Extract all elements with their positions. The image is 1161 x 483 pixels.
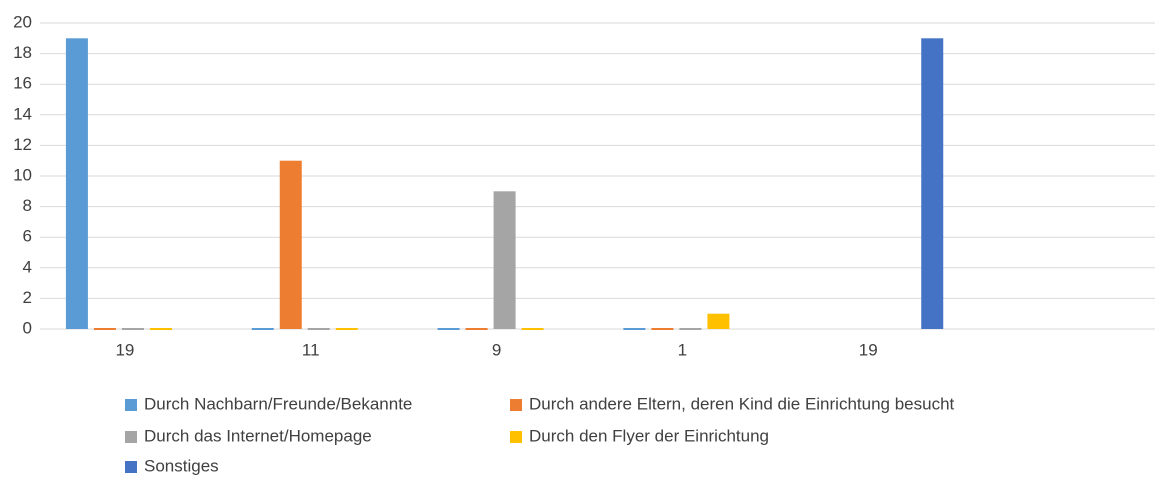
bar (707, 313, 730, 329)
bar (921, 38, 944, 330)
legend-label: Durch Nachbarn/Freunde/Bekannte (144, 394, 412, 413)
bar (493, 191, 516, 329)
y-tick-label: 0 (23, 318, 32, 337)
bar (307, 328, 330, 330)
bar (437, 328, 460, 330)
y-tick-label: 8 (23, 196, 32, 215)
legend-swatch (510, 431, 522, 443)
y-tick-label: 10 (13, 165, 32, 184)
bar (93, 328, 116, 330)
legend-label: Durch das Internet/Homepage (144, 426, 372, 445)
bar (149, 328, 172, 330)
y-tick-label: 12 (13, 135, 32, 154)
y-tick-label: 4 (23, 257, 32, 276)
x-tick-label: 11 (302, 340, 320, 359)
x-tick-label: 9 (492, 340, 501, 359)
legend-swatch (510, 399, 522, 411)
legend-label: Durch andere Eltern, deren Kind die Einr… (529, 394, 955, 413)
bar (679, 328, 702, 330)
y-tick-label: 2 (23, 288, 32, 307)
y-tick-label: 16 (13, 74, 32, 93)
legend-label: Durch den Flyer der Einrichtung (529, 426, 769, 445)
y-tick-label: 6 (23, 227, 32, 246)
y-tick-label: 20 (13, 12, 32, 31)
x-tick-label: 19 (859, 340, 878, 359)
y-tick-label: 14 (13, 104, 32, 123)
legend-swatch (125, 399, 137, 411)
bar (251, 328, 274, 330)
bar (335, 328, 358, 330)
legend-swatch (125, 431, 137, 443)
legend-label: Sonstiges (144, 456, 219, 475)
legend-swatch (125, 461, 137, 473)
bar (521, 328, 544, 330)
bar (121, 328, 144, 330)
bar (623, 328, 646, 330)
y-tick-label: 18 (13, 43, 32, 62)
bar (65, 38, 88, 330)
x-tick-label: 19 (115, 340, 134, 359)
bar (279, 160, 302, 329)
bar (651, 328, 674, 330)
bar (465, 328, 488, 330)
x-tick-label: 1 (678, 340, 687, 359)
